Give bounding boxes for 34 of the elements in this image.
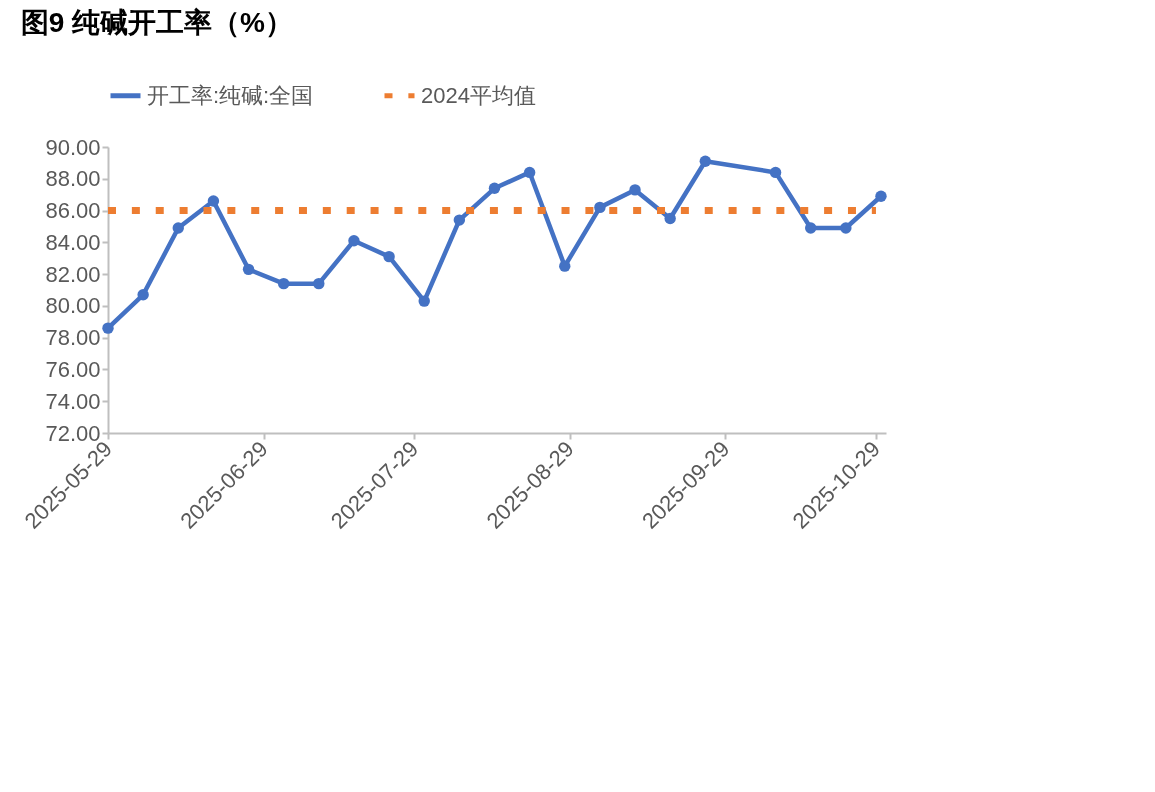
point [207,195,220,207]
y-tick-label: 74.00 [45,388,101,414]
point [277,277,290,290]
point [137,289,149,301]
point [594,201,606,214]
point [383,250,395,263]
legend-label: 开工率:纯碱:全国 [147,82,314,108]
point [313,277,325,290]
chart-title: 图9 纯碱开工率（%） [20,7,293,38]
legend-label: 2024平均值 [421,82,536,108]
y-tick-label: 88.00 [45,166,101,192]
point [559,260,571,272]
y-tick-label: 82.00 [45,261,101,287]
point [523,166,536,179]
point [418,295,430,307]
point [488,182,501,194]
y-tick-label: 86.00 [45,198,101,224]
point [348,235,360,247]
point [769,166,782,179]
point [664,212,676,225]
point [172,222,184,234]
y-tick-label: 84.00 [45,229,101,255]
point [699,155,711,167]
point [242,263,255,276]
y-tick-label: 78.00 [45,325,101,351]
point [875,190,887,202]
point [805,222,817,234]
y-tick-label: 76.00 [45,356,101,382]
point [840,222,852,234]
y-tick-label: 80.00 [45,293,101,319]
point [629,184,641,196]
y-tick-label: 90.00 [45,134,101,160]
point [453,214,466,226]
point [102,322,114,334]
